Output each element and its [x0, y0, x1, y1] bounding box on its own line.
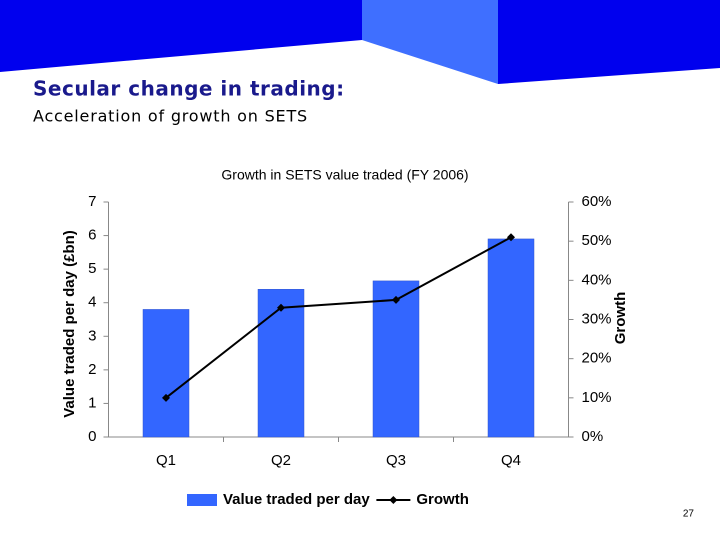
- y-tick-label: 2: [88, 361, 96, 378]
- chart-title: Growth in SETS value traded (FY 2006): [221, 167, 468, 183]
- legend-marker: [389, 496, 398, 504]
- y2-tick-label: 40%: [582, 271, 612, 288]
- line-marker: [277, 303, 285, 312]
- legend-label: Value traded per day: [223, 491, 370, 508]
- y-tick-label: 7: [88, 193, 96, 210]
- legend-label: Growth: [416, 491, 469, 508]
- y2-tick-label: 50%: [582, 232, 612, 249]
- y2-tick-label: 0%: [582, 428, 604, 445]
- y-tick-label: 3: [88, 327, 96, 344]
- header-shape: [0, 0, 362, 72]
- y-tick-label: 6: [88, 227, 96, 244]
- y-tick-label: 5: [88, 260, 96, 277]
- bar: [142, 309, 190, 438]
- x-tick-label: Q3: [386, 452, 406, 469]
- bar: [487, 238, 535, 438]
- y2-tick-label: 60%: [582, 193, 612, 210]
- y2-tick-label: 20%: [582, 350, 612, 367]
- bar: [257, 289, 305, 438]
- y-tick-label: 0: [88, 428, 96, 445]
- header-shape: [498, 0, 720, 84]
- slide-subtitle: Acceleration of growth on SETS: [33, 107, 308, 126]
- x-tick-label: Q1: [156, 452, 176, 469]
- line-marker: [162, 393, 170, 402]
- y-tick-label: 4: [88, 294, 96, 311]
- y2-axis-title: Growth: [612, 292, 629, 345]
- line-marker: [392, 295, 400, 304]
- line: [165, 236, 512, 399]
- x-tick-label: Q4: [501, 452, 521, 469]
- legend-swatch: [187, 494, 217, 506]
- y-axis-title: Value traded per day (£bn): [61, 230, 78, 418]
- bar: [372, 280, 420, 438]
- line-marker: [507, 233, 515, 242]
- header-shape: [362, 0, 498, 84]
- y-tick-label: 1: [88, 394, 96, 411]
- y2-tick-label: 30%: [582, 310, 612, 327]
- page-number: 27: [683, 509, 695, 520]
- slide-title: Secular change in trading:: [33, 77, 345, 101]
- y2-tick-label: 10%: [582, 389, 612, 406]
- x-tick-label: Q2: [271, 452, 291, 469]
